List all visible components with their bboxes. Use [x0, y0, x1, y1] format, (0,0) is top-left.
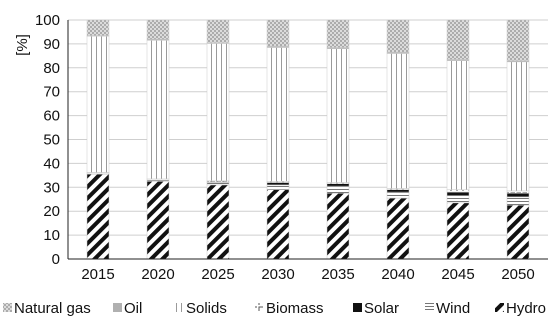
- x-tick-label: 2020: [141, 266, 174, 283]
- y-tick-label: 50: [43, 132, 60, 149]
- legend-item-hydro: Hydro: [495, 300, 546, 317]
- legend-swatch: [3, 303, 12, 312]
- legend-item-solids: Solids: [175, 300, 227, 317]
- bar-segment-solids: [506, 61, 530, 192]
- bar-segment-natural-gas: [146, 19, 170, 40]
- y-tick-label: 40: [43, 155, 60, 172]
- bar-segment-solids: [386, 53, 410, 189]
- bar-segment-solids: [206, 43, 230, 182]
- x-axis: 2015 2020 2025 2030 2035 2040 2045 2050: [81, 266, 534, 283]
- legend-item-biomass: Biomass: [255, 300, 324, 317]
- x-tick-label: 2035: [321, 266, 354, 283]
- y-tick-label: 70: [43, 84, 60, 101]
- y-tick-label: 20: [43, 203, 60, 220]
- bar-segment-natural-gas: [86, 19, 110, 36]
- bar-segment-natural-gas: [206, 19, 230, 43]
- y-axis: 0 10 20 30 40 50 60 70 80 90 100: [35, 12, 60, 268]
- x-tick-label: 2030: [261, 266, 294, 283]
- y-tick-label: 80: [43, 60, 60, 77]
- x-tick-label: 2045: [441, 266, 474, 283]
- y-tick-label: 30: [43, 179, 60, 196]
- bar-segment-wind: [506, 196, 530, 206]
- bar-segment-solids: [86, 36, 110, 173]
- legend-label: Natural gas: [14, 300, 91, 317]
- bar-segment-hydro: [446, 202, 470, 260]
- bar-segment-hydro: [86, 173, 110, 260]
- legend-swatch: [175, 303, 184, 312]
- bar-segment-biomass: [446, 189, 470, 193]
- x-tick-label: 2040: [381, 266, 414, 283]
- x-tick-label: 2015: [81, 266, 114, 283]
- bar-segment-solids: [146, 40, 170, 180]
- bar-segment-hydro: [506, 204, 530, 260]
- y-axis-label: [%]: [14, 34, 31, 56]
- legend-label: Biomass: [266, 300, 324, 317]
- bar-segment-hydro: [146, 181, 170, 260]
- bar-segment-solids: [446, 60, 470, 190]
- bar-segment-solids: [266, 47, 290, 182]
- bar-segment-wind: [446, 195, 470, 204]
- bar-segment-natural-gas: [326, 19, 350, 48]
- y-tick-label: 60: [43, 108, 60, 125]
- bar-segment-solar: [386, 189, 410, 193]
- legend-item-solar: Solar: [353, 300, 399, 317]
- grid-layer: [68, 19, 548, 260]
- bar-segment-biomass: [506, 190, 530, 194]
- legend-swatch: [255, 303, 264, 312]
- legend-swatch: [353, 303, 362, 312]
- bar-segment-wind: [266, 184, 290, 190]
- legend: Natural gas Oil Solids Biomass Solar Wind Hydr…: [3, 300, 546, 317]
- bar-segment-hydro: [326, 193, 350, 260]
- y-tick-label: 0: [52, 251, 60, 268]
- x-tick-label: 2050: [501, 266, 534, 283]
- bar-segment-natural-gas: [446, 19, 470, 60]
- y-tick-label: 90: [43, 36, 60, 53]
- bar-segment-solar: [266, 182, 290, 186]
- legend-label: Wind: [436, 300, 470, 317]
- y-tick-label: 100: [35, 12, 60, 29]
- bar-segment-solids: [326, 48, 350, 183]
- bar-segment-wind: [326, 185, 350, 194]
- bar-segment-wind: [206, 182, 230, 186]
- legend-label: Hydro: [506, 300, 546, 317]
- bar-segment-solar: [326, 183, 350, 187]
- bar-segment-solar: [446, 191, 470, 196]
- legend-item-wind: Wind: [425, 300, 470, 317]
- bar-segment-solar: [506, 193, 530, 198]
- legend-label: Solar: [364, 300, 399, 317]
- bars-layer: [86, 19, 530, 260]
- bar-segment-natural-gas: [386, 19, 410, 53]
- legend-swatch: [425, 303, 434, 312]
- y-tick-label: 10: [43, 227, 60, 244]
- bar-segment-hydro: [206, 184, 230, 260]
- legend-swatch: [495, 303, 504, 312]
- bar-segment-wind: [386, 191, 410, 199]
- bar-segment-hydro: [386, 197, 410, 260]
- bar-segment-hydro: [266, 189, 290, 260]
- legend-swatch: [113, 303, 122, 312]
- legend-label: Oil: [124, 300, 142, 317]
- legend-label: Solids: [186, 300, 227, 317]
- x-tick-label: 2025: [201, 266, 234, 283]
- legend-item-natural-gas: Natural gas: [3, 300, 91, 317]
- bar-segment-natural-gas: [506, 19, 530, 61]
- legend-item-oil: Oil: [113, 300, 142, 317]
- bar-segment-natural-gas: [266, 19, 290, 47]
